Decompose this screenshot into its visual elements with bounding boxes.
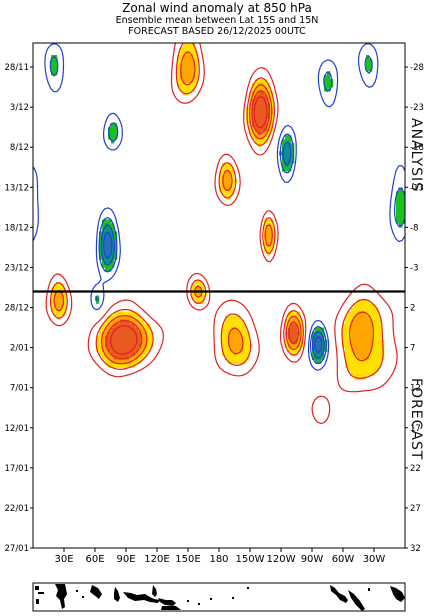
y-right-tick-label: -28	[410, 63, 424, 73]
y-right-tick-label: 27	[410, 504, 421, 514]
contour-level-neg1	[33, 43, 405, 371]
y-right-tick-label: -8	[410, 223, 418, 233]
y-right-tick-label: -18	[410, 143, 424, 153]
axis-ticks: 30E 60E 90E 120E 150E 180 150W 120W 90W 60W 30W28/…	[5, 63, 424, 565]
x-tick-label: 120W	[267, 554, 296, 565]
x-tick-label: 150E	[175, 554, 200, 565]
map-frame	[32, 582, 406, 612]
y-right-tick-label: 12	[410, 384, 421, 394]
contour-level-pos5	[110, 95, 268, 355]
x-tick-label: 30W	[363, 554, 386, 565]
x-tick-label: 150W	[236, 554, 265, 565]
x-tick-label: 180	[209, 554, 228, 565]
map-strip	[32, 582, 406, 612]
contour-level-pos3	[53, 51, 374, 365]
y-left-tick-label: 18/12	[5, 223, 30, 233]
y-left-tick-label: 8/12	[10, 143, 29, 153]
y-left-tick-label: 7/01	[10, 384, 29, 394]
coastline-map	[35, 584, 405, 611]
y-right-tick-label: -3	[410, 263, 418, 273]
y-left-tick-label: 17/01	[5, 464, 30, 474]
x-tick-label: 30E	[54, 554, 73, 565]
y-left-tick-label: 3/12	[10, 103, 29, 113]
y-left-tick-label: 2/01	[10, 344, 29, 354]
contour-level-neg3	[100, 141, 325, 359]
y-right-tick-label: 32	[410, 544, 421, 554]
y-right-tick-label: 7	[410, 344, 415, 354]
y-left-tick-label: 12/01	[5, 424, 30, 434]
x-tick-label: 120E	[144, 554, 169, 565]
y-right-tick-label: 22	[410, 464, 421, 474]
y-right-tick-label: -23	[410, 103, 424, 113]
y-left-tick-label: 23/12	[5, 263, 30, 273]
y-right-tick-label: 17	[410, 424, 421, 434]
contour-level-neg4	[103, 231, 323, 354]
chart-subtitle: Ensemble mean between Lat 15S and 15N	[115, 15, 319, 26]
contour-level-pos2	[50, 43, 384, 379]
x-tick-label: 90E	[116, 554, 135, 565]
y-left-tick-label: 28/12	[5, 304, 30, 314]
contour-level-pos4	[105, 90, 300, 360]
x-tick-label: 90W	[301, 554, 324, 565]
contour-layer	[33, 43, 405, 424]
chart-titles: Zonal wind anomaly at 850 hPa Ensemble m…	[0, 0, 434, 37]
analysis-label: ANALYSIS	[408, 118, 424, 193]
contour-level-pos1	[45, 43, 398, 424]
y-left-tick-label: 22/01	[5, 504, 30, 514]
contour-level-neg2	[49, 55, 405, 365]
y-left-tick-label: 13/12	[5, 183, 30, 193]
y-left-tick-label: 28/11	[5, 63, 30, 73]
forecast-label: FORECAST	[408, 378, 424, 461]
y-left-tick-label: 27/01	[5, 544, 30, 554]
y-right-tick-label: -13	[410, 183, 424, 193]
x-tick-label: 60E	[85, 554, 104, 565]
chart-title: Zonal wind anomaly at 850 hPa	[122, 1, 312, 15]
y-right-tick-label: 2	[410, 304, 415, 314]
x-tick-label: 60W	[332, 554, 355, 565]
chart-forecast-basis: FORECAST BASED 26/12/2025 00UTC	[128, 26, 306, 37]
